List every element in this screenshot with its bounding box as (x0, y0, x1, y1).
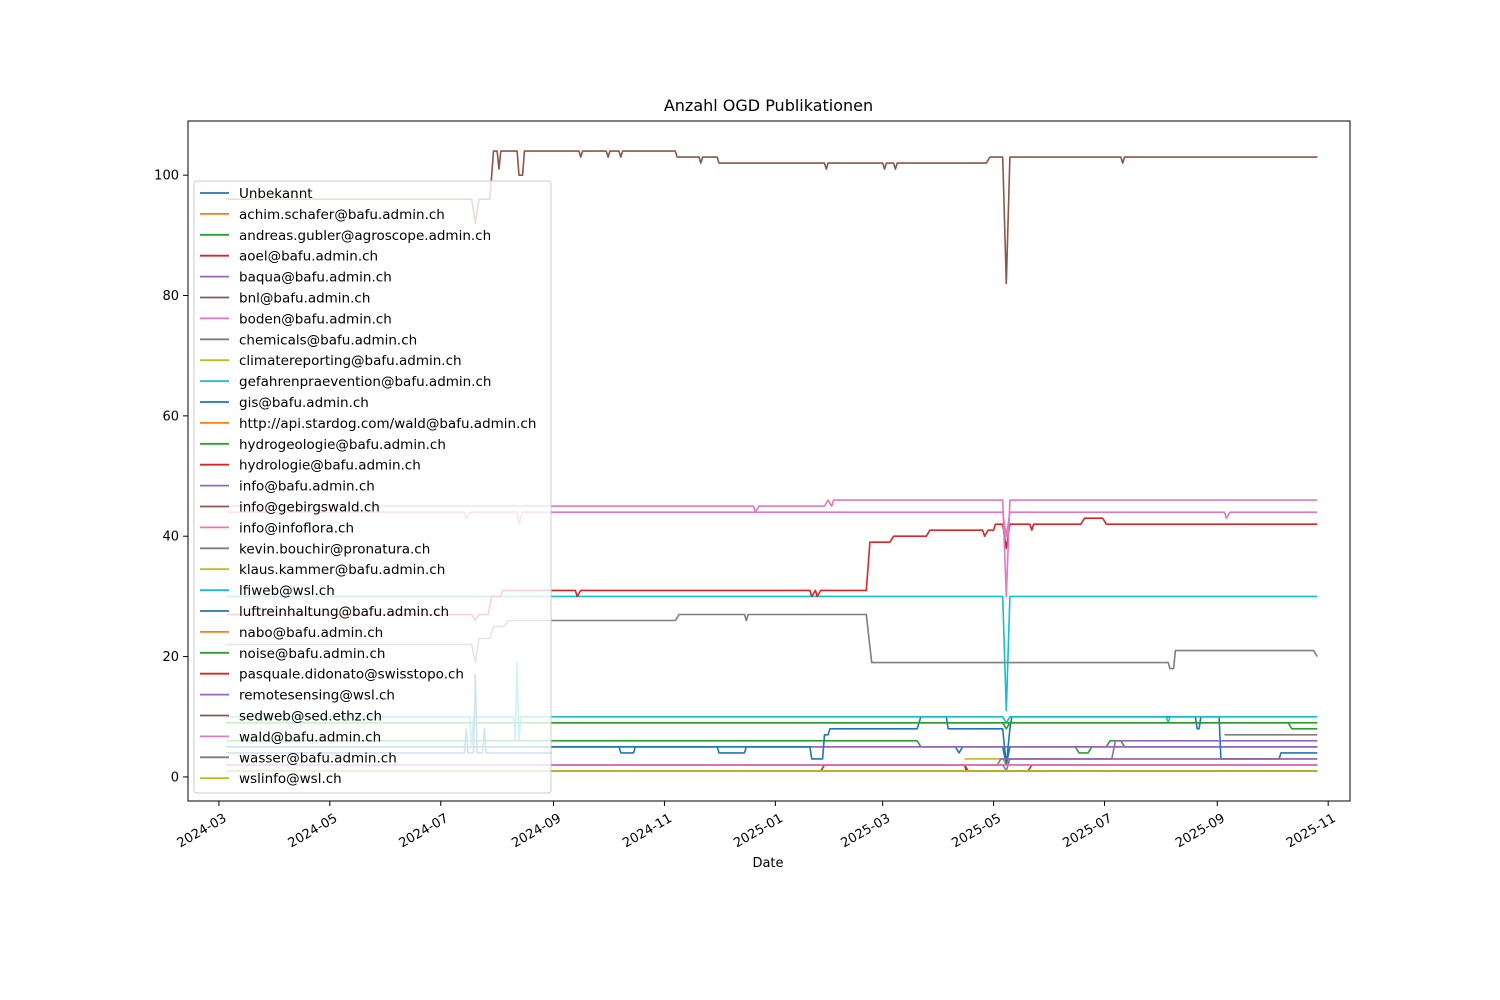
legend-entry: info@gebirgswald.ch (239, 500, 380, 516)
series-line-10 (226, 715, 1318, 766)
y-axis: 0 20 40 60 80 100 (154, 169, 188, 785)
legend-entry: info@bafu.admin.ch (239, 479, 375, 495)
legend-entry: gis@bafu.admin.ch (239, 395, 369, 411)
legend-entry: luftreinhaltung@bafu.admin.ch (239, 604, 449, 620)
legend-entry: wald@bafu.admin.ch (239, 729, 381, 745)
y-tick-label: 0 (171, 770, 179, 785)
legend-entry: sedweb@sed.ethz.ch (239, 709, 382, 725)
y-tick-label: 40 (162, 530, 179, 545)
legend-box (193, 180, 552, 794)
legend-entry: climatereporting@bafu.admin.ch (239, 353, 462, 369)
legend-entry: lfiweb@wsl.ch (239, 583, 335, 599)
legend-entry: http://api.stardog.com/wald@bafu.admin.c… (239, 416, 536, 432)
legend-entry: boden@bafu.admin.ch (239, 311, 392, 327)
legend-entry: Unbekannt (239, 186, 313, 202)
legend-entry: hydrologie@bafu.admin.ch (239, 458, 421, 474)
x-axis-label: Date (752, 856, 783, 871)
y-tick-label: 60 (162, 409, 179, 424)
legend-entry: wasser@bafu.admin.ch (239, 750, 397, 766)
y-tick-label: 80 (162, 289, 179, 304)
legend-entry: chemicals@bafu.admin.ch (239, 332, 417, 348)
legend-entry: aoel@bafu.admin.ch (239, 249, 378, 265)
series-line-0 (226, 745, 1318, 766)
chart-title: Anzahl OGD Publikationen (664, 96, 873, 115)
y-tick-label: 20 (162, 650, 179, 665)
series-line-9 (226, 595, 1318, 712)
legend-entry: baqua@bafu.admin.ch (239, 270, 392, 286)
legend-entry: klaus.kammer@bafu.admin.ch (239, 562, 445, 578)
plot-frame (187, 120, 1351, 802)
legend-entry: remotesensing@wsl.ch (239, 688, 395, 704)
legend: Unbekannt achim.schafer@bafu.admin.ch andr… (193, 180, 552, 794)
legend-entry: kevin.bouchir@pronatura.ch (239, 541, 430, 557)
plot-lines (226, 150, 1318, 772)
series-line-16 (226, 499, 1318, 598)
legend-entry: gefahrenpraevention@bafu.admin.ch (239, 374, 492, 390)
y-tick-label: 100 (154, 169, 179, 184)
legend-entry: hydrogeologie@bafu.admin.ch (239, 437, 446, 453)
legend-entry: andreas.gubler@agroscope.admin.ch (239, 228, 491, 244)
series-line-2 (226, 739, 1318, 754)
legend-entry: info@infoflora.ch (239, 520, 354, 536)
legend-entry: bnl@bafu.admin.ch (239, 291, 370, 307)
legend-entry: nabo@bafu.admin.ch (239, 625, 383, 641)
legend-entry: pasquale.didonato@swisstopo.ch (239, 667, 464, 683)
legend-entry: achim.schafer@bafu.admin.ch (239, 207, 445, 223)
series-line-5 (226, 150, 1318, 285)
legend-entry: wslinfo@wsl.ch (239, 771, 342, 787)
legend-entry: noise@bafu.admin.ch (239, 646, 385, 662)
